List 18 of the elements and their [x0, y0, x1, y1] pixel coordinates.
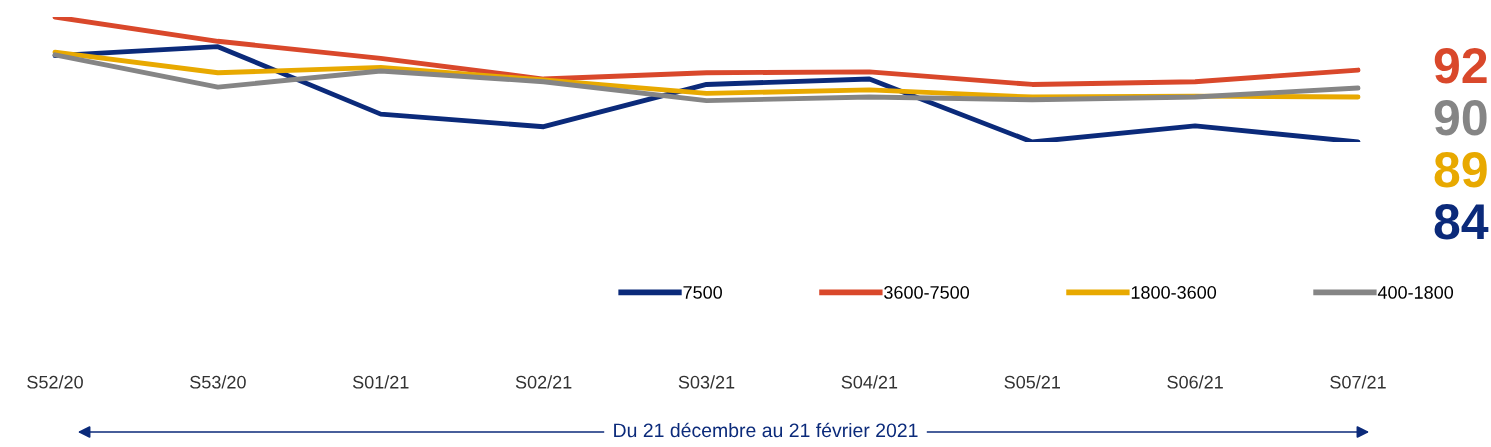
x-tick-label: S03/21	[678, 375, 735, 389]
data-label: 89	[1434, 152, 1487, 188]
data-label: 92	[1434, 48, 1487, 84]
x-tick-label: S01/21	[352, 375, 409, 389]
x-tick-label: S52/20	[27, 375, 83, 389]
x-tick-label: S02/21	[515, 375, 572, 389]
x-tick-label: S05/21	[1004, 375, 1060, 389]
x-tick-label: S07/21	[1330, 375, 1386, 389]
x-tick-label: S04/21	[841, 375, 898, 389]
data-label: 84	[1434, 204, 1489, 240]
x-tick-label: S53/20	[190, 375, 246, 389]
legend-label: 7500	[683, 286, 722, 299]
legend-label: 1800-3600	[1131, 286, 1217, 299]
text: Du 21 décembre au 21 février 2021	[614, 422, 918, 438]
data-label: 90	[1434, 100, 1487, 136]
legend-label: 3600-7500	[884, 286, 970, 299]
legend-label: 400-1800	[1377, 286, 1454, 299]
x-tick-label: S06/21	[1167, 375, 1223, 389]
